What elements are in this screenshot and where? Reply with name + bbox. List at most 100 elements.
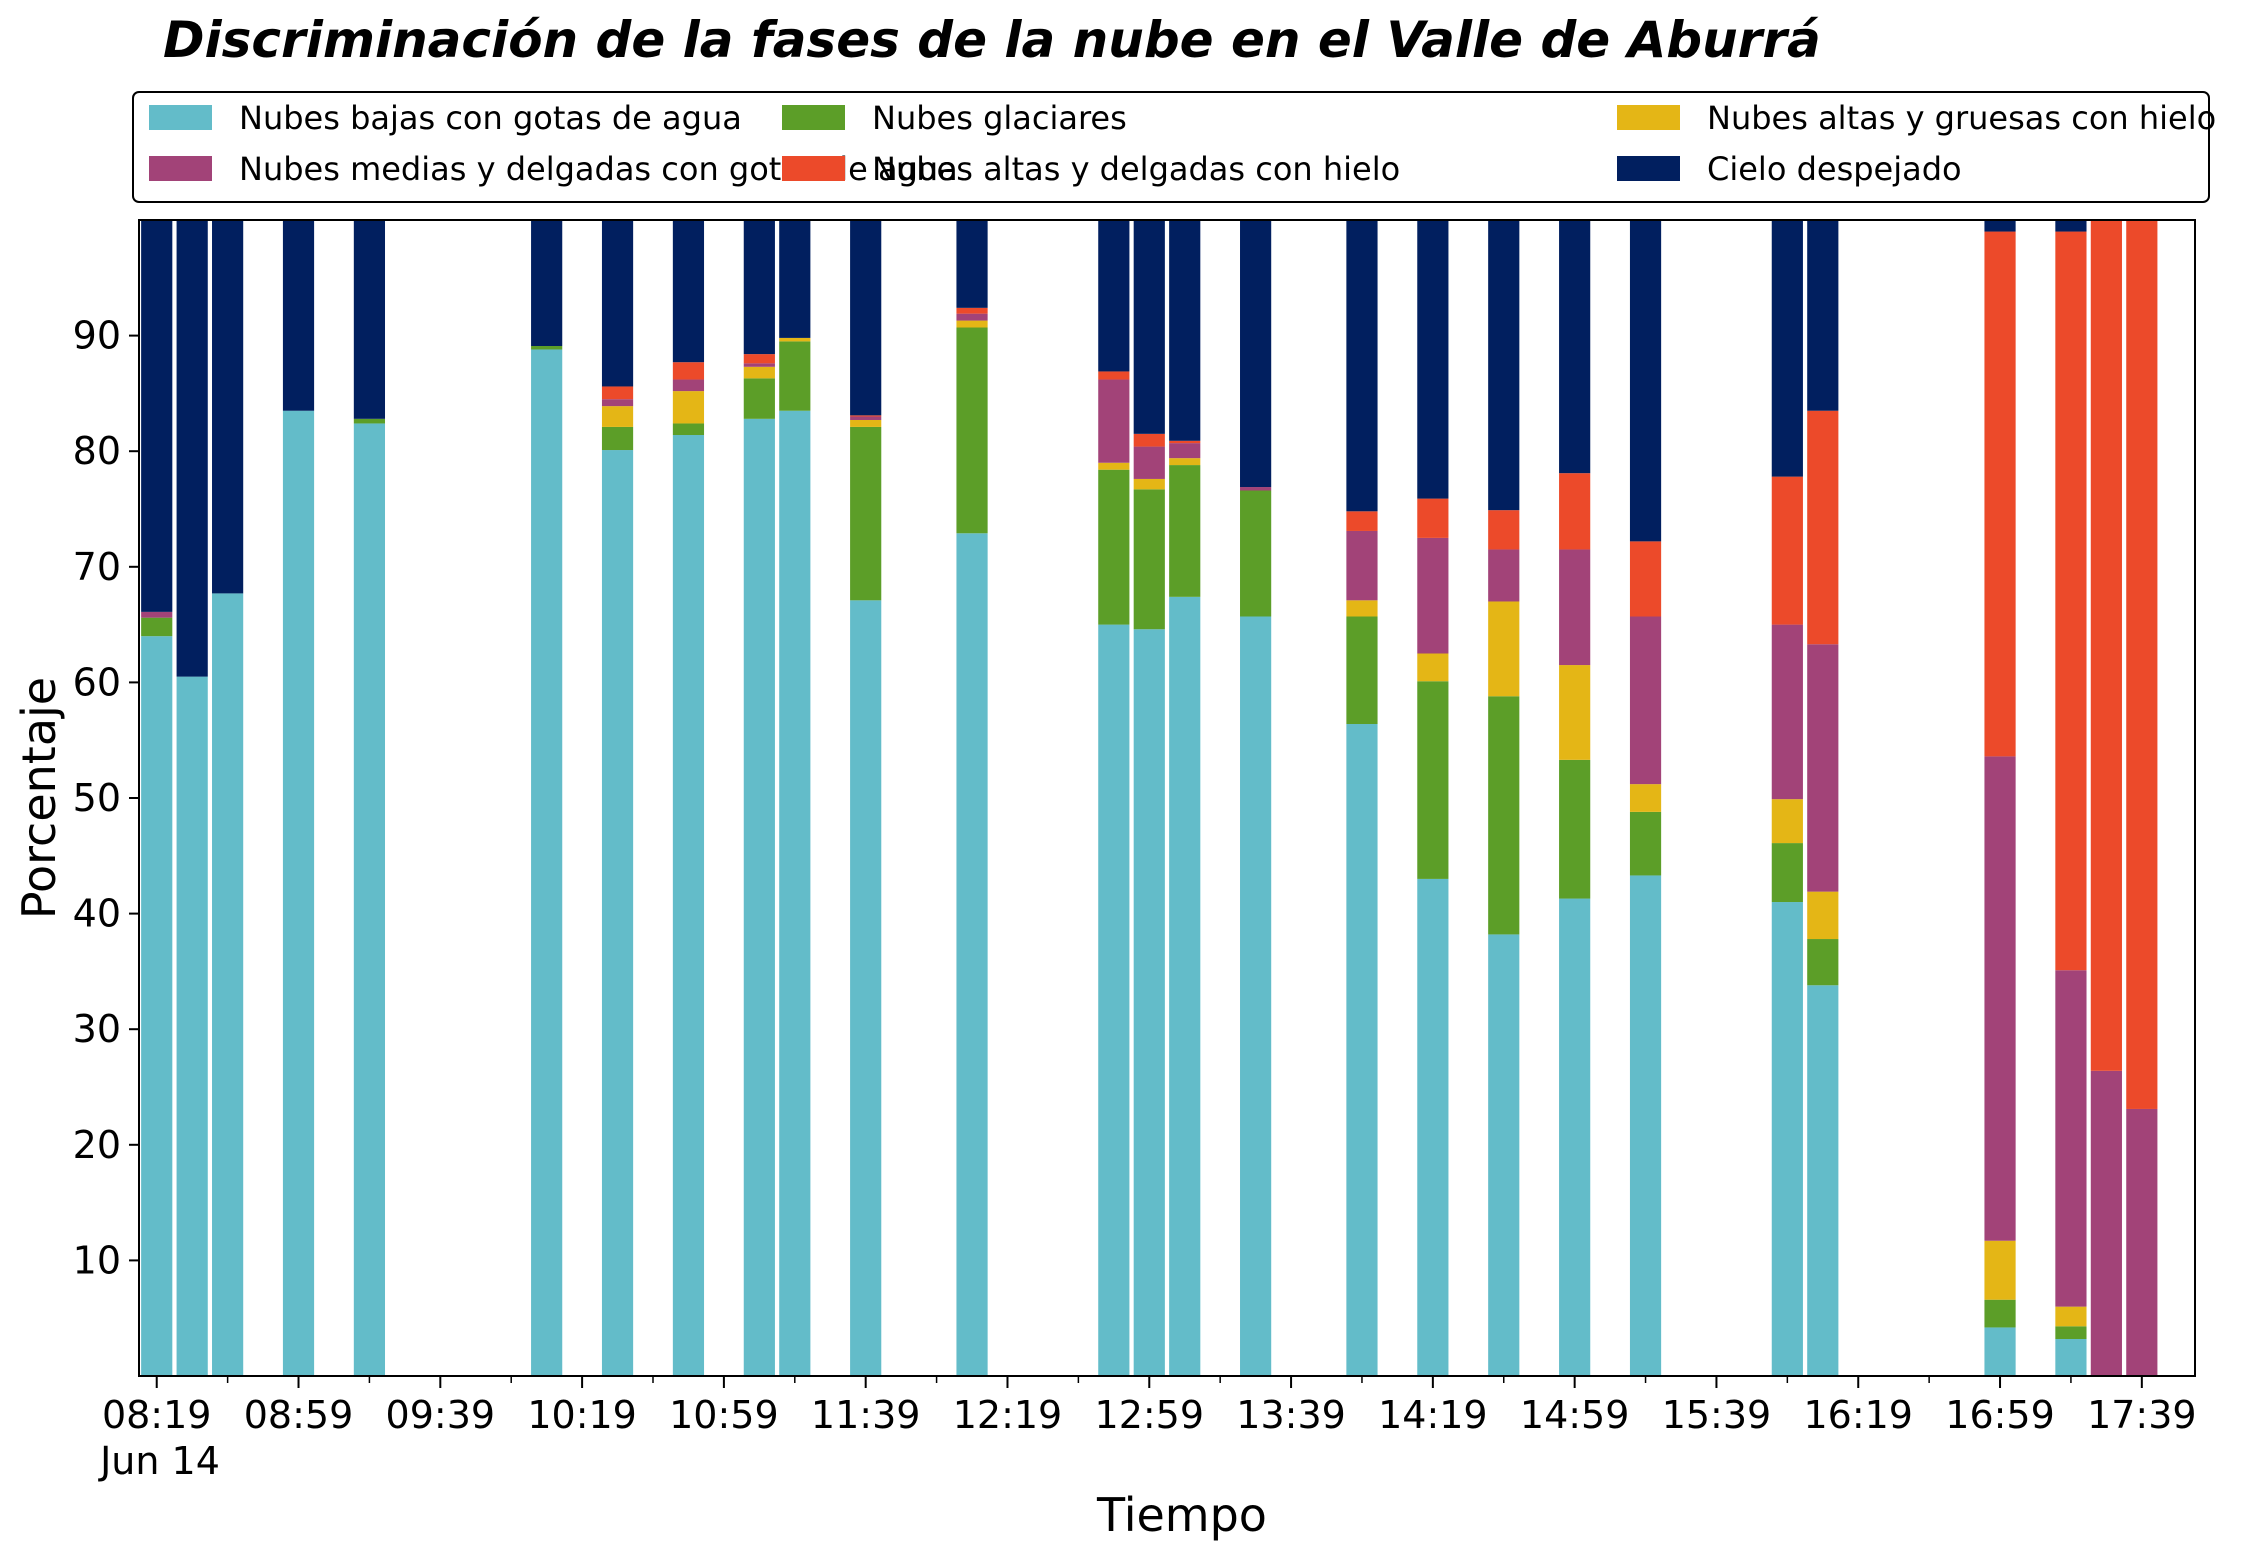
bar-segment [779,220,811,338]
bar-segment [1629,220,1662,542]
bar-segment [1629,875,1662,1376]
x-tick-label: 10:59 [669,1393,779,1437]
legend-label: Nubes bajas con gotas de agua [239,99,742,137]
bar-segment [1417,220,1449,499]
legend-item: Nubes altas y delgadas con hielo [782,150,1400,188]
bar-segment [1771,902,1803,1376]
bar-segment [779,337,811,342]
bar-segment [1133,489,1165,630]
bar-segment [1346,724,1378,1376]
bar-segment [353,220,386,419]
bar-segment [601,399,634,407]
bar-segment [1098,220,1130,372]
x-axis: 08:19 08:59 09:39 10:19 10:59 11:39 12:19 12:59… [102,1376,2197,1437]
bar-segment [1488,549,1520,602]
bar-segment [1559,759,1591,899]
bar-segment [672,379,705,392]
bar-segment [1133,629,1165,1376]
bar-segment [956,327,988,534]
bar-segment [1133,433,1165,447]
bar-segment [1169,465,1201,597]
bar-segment [1169,220,1201,441]
y-tick-label: 70 [73,545,121,589]
legend: Nubes bajas con gotas de agua Nubes glaci… [132,91,2216,203]
bar-segment [1169,596,1201,1376]
bar-segment [1807,220,1839,411]
bar-segment [141,636,173,1376]
legend-swatch [149,105,212,130]
bar-segment [1559,473,1591,550]
bar-segment [531,220,563,346]
y-tick-label: 10 [73,1238,121,1282]
bar-segment [850,419,882,427]
bar-segment [1984,231,2016,757]
bar-segment [1559,549,1591,666]
x-tick-label: 14:19 [1378,1393,1488,1437]
legend-label: Nubes altas y gruesas con hielo [1707,99,2216,137]
chart-title: Discriminación de la fases de la nube en… [163,11,1821,69]
x-tick-label: 13:39 [1236,1393,1346,1437]
bar-segment [282,220,315,411]
bar-segment [176,220,208,677]
bar-segment [1559,898,1591,1376]
bar-segment [2126,220,2158,1109]
legend-swatch [1617,156,1680,181]
bar-segment [956,307,988,314]
bar-segment [1488,934,1520,1376]
bar-segment [2055,1326,2087,1340]
bar-segment [1629,784,1662,812]
bar-segment [1417,681,1449,879]
legend-swatch [149,156,212,181]
bar-segment [1240,220,1272,488]
bar-segment [743,354,775,364]
bar-segment [743,363,775,367]
y-tick-label: 20 [73,1123,121,1167]
bar-segment [1807,891,1839,940]
bar-segment [956,220,988,308]
bar-segment [1559,665,1591,760]
bar-segment [141,220,173,612]
x-tick-label: 17:39 [2087,1393,2197,1437]
bar-segment [1984,220,2016,232]
bar-segment [141,611,173,618]
bar-segment [1240,616,1272,1376]
bar-segment [2090,1070,2122,1376]
bar-segment [1559,220,1591,474]
bar-segment [850,600,882,1376]
bar-segment [956,533,988,1376]
bar-segment [1984,756,2016,1241]
bar-segment [1629,811,1662,876]
bar-segment [353,423,386,1377]
bar-segment [956,320,988,328]
x-tick-label: 16:59 [1945,1393,2055,1437]
bar-segment [1629,541,1662,617]
bar-segment [1984,1240,2016,1300]
bar-segment [1098,624,1130,1376]
bar-segment [1417,653,1449,682]
legend-swatch [782,105,845,130]
x-tick-label: 12:59 [1095,1393,1205,1437]
bar-segment [1169,458,1201,466]
bar-segment [2126,1108,2158,1376]
bar-segment [601,426,634,451]
bar-segment [1771,220,1803,477]
bar-segment [1984,1299,2016,1328]
plot-area: 10 20 30 40 50 60 70 80 90 08:19 08:59 09:39 10:19 1… [73,219,2197,1437]
bar-segment [1807,410,1839,645]
bar-segment [1984,1327,2016,1376]
bar-segment [2090,220,2122,1071]
bar-segment [1807,985,1839,1376]
y-tick-label: 40 [73,892,121,936]
bar-segment [601,406,634,427]
x-date-label: Jun 14 [98,1439,220,1483]
bar-segment [2055,220,2087,232]
bar-segment [601,220,634,387]
legend-item: Nubes altas y gruesas con hielo [1617,99,2216,137]
y-tick-label: 60 [73,660,121,704]
bar-segment [1098,469,1130,625]
legend-item: Cielo despejado [1617,150,1962,188]
bar-segment [141,617,173,637]
bar-segment [850,220,882,416]
y-axis-label: Porcentaje [12,677,66,919]
bar-segment [1807,644,1839,892]
